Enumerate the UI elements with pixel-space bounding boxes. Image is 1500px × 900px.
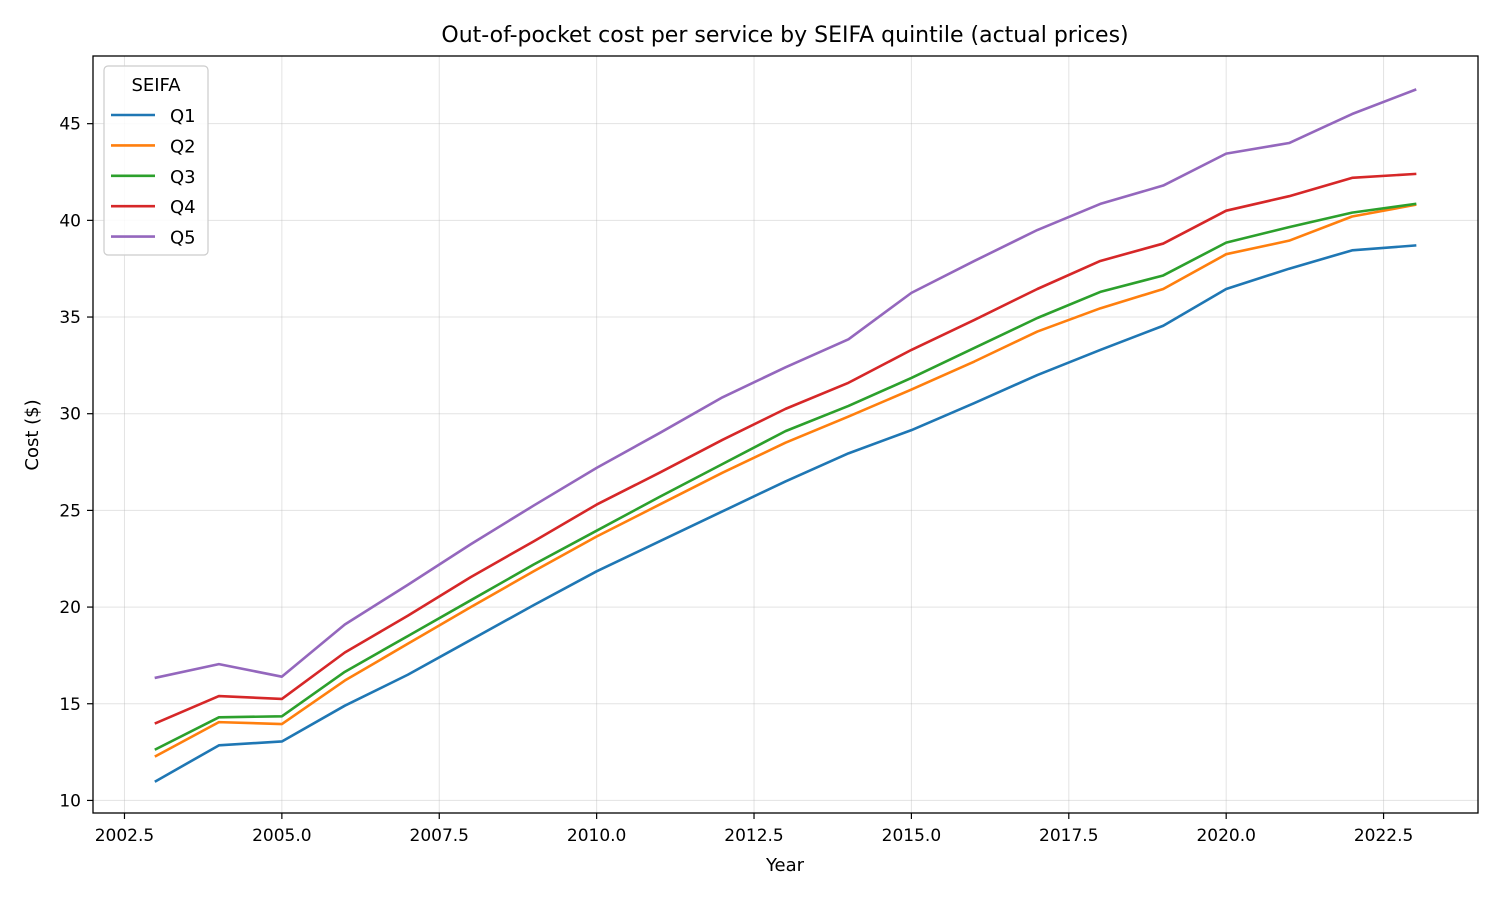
y-tick-label: 10 [59, 791, 81, 811]
series-line-q1 [154, 244, 1417, 783]
x-tick-label: 2015.0 [882, 826, 941, 846]
legend-label: Q5 [170, 228, 196, 249]
x-tick-label: 2005.0 [252, 826, 311, 846]
legend-entry-q2: Q2 [111, 136, 196, 157]
x-tick-label: 2010.0 [567, 826, 626, 846]
plot-frame [92, 55, 1479, 814]
x-tick-label: 2022.5 [1354, 826, 1413, 846]
y-tick-label: 35 [59, 308, 81, 328]
y-tick-label: 45 [59, 115, 81, 135]
x-tick-label: 2020.0 [1196, 826, 1255, 846]
series-line-q5 [154, 88, 1417, 680]
series-line-q4 [154, 172, 1417, 725]
series-layer [154, 88, 1417, 783]
grid-layer [93, 56, 1478, 813]
legend-label: Q3 [170, 167, 196, 188]
x-tick-label: 2002.5 [95, 826, 154, 846]
y-tick-label: 40 [59, 211, 81, 231]
y-tick-label: 25 [59, 501, 81, 521]
legend-box [103, 65, 209, 256]
y-tick-label: 20 [59, 598, 81, 618]
y-tick-label: 15 [59, 695, 81, 715]
legend-entry-q4: Q4 [111, 197, 196, 218]
chart-title: Out-of-pocket cost per service by SEIFA … [441, 23, 1128, 48]
legend-label: Q2 [170, 136, 196, 157]
legend-title: SEIFA [131, 75, 181, 96]
x-tick-label: 2007.5 [410, 826, 469, 846]
y-tick-label: 30 [59, 405, 81, 425]
legend-entry-q5: Q5 [111, 228, 196, 249]
legend-entries: Q1 Q2 Q3 Q4 Q5 [111, 106, 196, 249]
x-axis-label: Year [765, 855, 805, 876]
series-line-q3 [154, 202, 1417, 751]
legend-label: Q4 [170, 197, 196, 218]
tick-layer: 2002.5 2005.0 2007.5 2010.0 2012.5 2015.0 2017… [59, 115, 1413, 846]
x-tick-label: 2017.5 [1039, 826, 1098, 846]
x-tick-label: 2012.5 [724, 826, 783, 846]
y-axis-label: Cost ($) [22, 399, 43, 470]
series-line-q2 [154, 203, 1417, 758]
legend: SEIFA Q1 Q2 Q3 Q4 Q5 [103, 65, 209, 256]
legend-entry-q1: Q1 [111, 106, 196, 127]
legend-entry-q3: Q3 [111, 167, 196, 188]
legend-label: Q1 [170, 106, 196, 127]
